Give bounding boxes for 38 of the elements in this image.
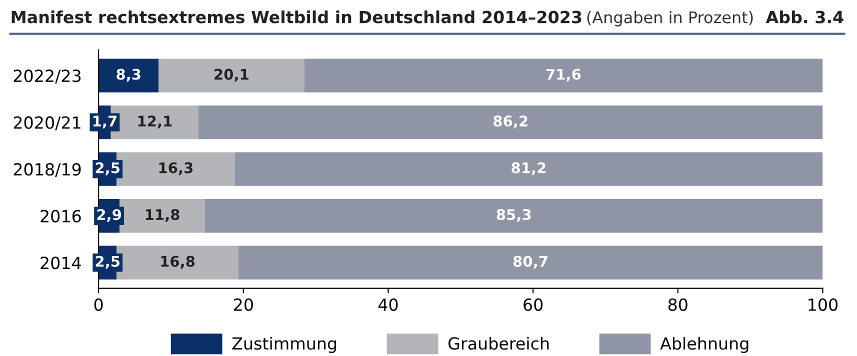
chart-title: Manifest rechtsextremes Weltbild in Deutschland 2014–2023 bbox=[12, 10, 582, 24]
data-label: 2,9 bbox=[97, 209, 122, 222]
legend-label: Ablehnung bbox=[660, 336, 748, 353]
data-label: 20,1 bbox=[214, 68, 248, 82]
bar bbox=[198, 105, 823, 140]
x-tick-label: 60 bbox=[524, 298, 543, 311]
x-tick-label: 40 bbox=[378, 298, 398, 311]
y-tick-label: 2016 bbox=[40, 210, 81, 222]
data-label: 2,5 bbox=[96, 162, 120, 176]
legend-label: Graubereich bbox=[448, 336, 549, 350]
bar bbox=[234, 152, 823, 186]
data-label: 16,8 bbox=[161, 256, 195, 269]
bar bbox=[98, 58, 159, 92]
legend-label: Zustimmung bbox=[232, 336, 336, 353]
x-tick-label: 80 bbox=[668, 298, 688, 311]
x-tick-label: 100 bbox=[808, 298, 838, 311]
y-tick-label: 2020/21 bbox=[14, 116, 80, 130]
data-label: 11,8 bbox=[146, 209, 180, 222]
data-label: 85,3 bbox=[496, 209, 531, 222]
y-tick-label: 2014 bbox=[40, 256, 81, 270]
data-label: 71,6 bbox=[546, 68, 581, 82]
data-label: 8,3 bbox=[116, 68, 140, 82]
data-label: 80,7 bbox=[513, 256, 548, 269]
data-label: 2,5 bbox=[96, 256, 120, 269]
bar bbox=[158, 58, 304, 92]
data-label: 86,2 bbox=[494, 116, 528, 128]
bar bbox=[238, 246, 823, 280]
data-label: 12,1 bbox=[138, 116, 172, 128]
bar bbox=[304, 58, 823, 92]
chart-subtitle: (Angaben in Prozent) bbox=[587, 11, 753, 26]
y-tick-label: 2022/23 bbox=[14, 70, 81, 84]
data-label: 81,2 bbox=[512, 162, 546, 176]
bar bbox=[205, 199, 823, 233]
y-tick-label: 2018/19 bbox=[14, 163, 81, 177]
data-label: 16,3 bbox=[159, 162, 193, 176]
caption: Abb. 3.4 bbox=[766, 10, 844, 24]
x-tick-label: 20 bbox=[234, 298, 253, 311]
x-tick-label: 0 bbox=[94, 298, 103, 311]
